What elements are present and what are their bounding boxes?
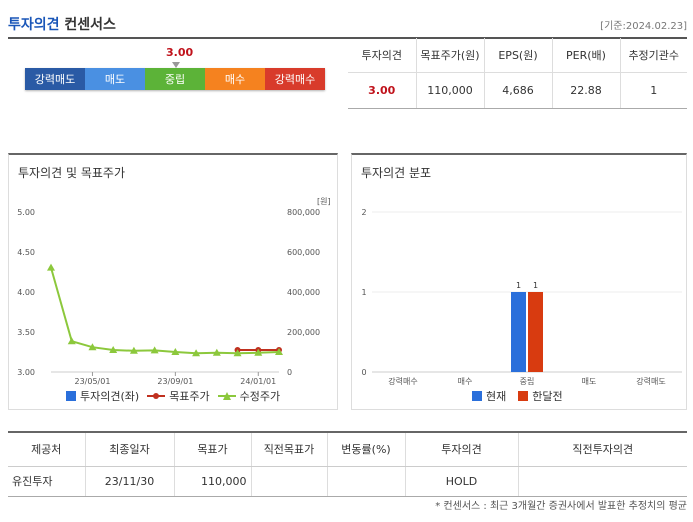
- legend-current: 현재: [486, 390, 507, 403]
- y-tick: 1: [361, 288, 366, 297]
- legend-target: 목표주가: [169, 390, 210, 403]
- data-point: [171, 348, 180, 355]
- series-line: [50, 267, 280, 355]
- summary-header: 추정기관수: [620, 38, 687, 73]
- data-point: [109, 346, 118, 353]
- data-point: [88, 343, 97, 351]
- data-point: [212, 348, 221, 356]
- scale-pointer-icon: [172, 62, 180, 68]
- data-point: [192, 349, 201, 357]
- scale-value: 3.00: [166, 46, 194, 59]
- legend-swatch-opinion: [66, 391, 76, 401]
- detail-table: 제공처 최종일자 목표가 직전목표가 변동률(%) 투자의견 직전투자의견 유진…: [8, 431, 687, 497]
- data-point: [150, 346, 159, 354]
- legend-opinion: 투자의견(좌): [80, 390, 140, 403]
- detail-header: 직전투자의견: [518, 432, 687, 467]
- cell-provider: 유진투자: [8, 466, 86, 497]
- bar-label: 1: [533, 281, 538, 290]
- opinion-scale: 강력매도 매도 중립 매수 강력매수: [25, 68, 325, 90]
- detail-header: 목표가: [174, 432, 252, 467]
- chart2-legend: 현재 한달전: [472, 388, 563, 404]
- reference-date: [기준:2024.02.23]: [600, 21, 687, 32]
- x-tick-label: 24/01/01: [240, 377, 276, 386]
- legend-swatch-price: [217, 392, 236, 400]
- data-point: [233, 349, 242, 357]
- summary-header: PER(배): [552, 38, 621, 73]
- opinion-target-chart: 5.00 4.50 4.00 3.50 3.00 800,000 600,000 400,00…: [17, 197, 331, 386]
- data-point: [254, 348, 263, 356]
- y-tick-right: 0: [287, 368, 292, 377]
- legend-swatch-current: [472, 391, 482, 401]
- divider: [8, 37, 687, 39]
- summary-value-per: 22.88: [552, 72, 621, 109]
- footnote: * 컨센서스 : 최근 3개월간 증권사에서 발표한 추정치의 평균: [435, 501, 687, 512]
- bar: [511, 292, 526, 372]
- opinion-distribution-chart: 2 1 0 강력매수 매수 중립 1 1 매도 강력매도: [361, 208, 682, 386]
- summary-table: 투자의견 목표주가(원) EPS(원) PER(배) 추정기관수 3.00 11…: [348, 38, 687, 109]
- x-tick-label: 23/05/01: [74, 377, 110, 386]
- cell-change: [327, 466, 406, 497]
- y-tick-right: 400,000: [287, 288, 320, 297]
- summary-value-target: 110,000: [416, 72, 485, 109]
- bar-label: 1: [516, 281, 521, 290]
- y-tick: 2: [361, 208, 366, 217]
- scale-strong-sell: 강력매도: [25, 68, 85, 90]
- summary-header: 목표주가(원): [416, 38, 485, 73]
- y-tick-left: 4.50: [17, 248, 35, 257]
- x-tick-label: 매도: [582, 377, 597, 386]
- x-tick-label: 강력매수: [388, 376, 417, 386]
- y-tick-left: 3.00: [17, 368, 35, 377]
- y-tick-right: 800,000: [287, 208, 320, 217]
- summary-header: 투자의견: [348, 38, 417, 73]
- x-tick-label: 강력매도: [636, 376, 665, 386]
- legend-price: 수정주가: [239, 390, 281, 403]
- chart1-legend: 투자의견(좌) 목표주가 수정주가: [66, 388, 280, 404]
- opinion-target-panel: 투자의견 및 목표주가 5.00 4.50 4.00 3.50 3.00 800,000 6…: [8, 153, 338, 410]
- summary-value-opinion: 3.00: [348, 72, 417, 109]
- panel-title: 투자의견 분포: [361, 166, 432, 180]
- data-point: [129, 346, 138, 354]
- y-tick-left: 4.00: [17, 288, 35, 297]
- x-tick-label: 매수: [458, 377, 473, 386]
- cell-prev-opinion: [518, 466, 687, 497]
- y-unit-right: [원]: [317, 197, 331, 206]
- detail-header: 변동률(%): [327, 432, 406, 467]
- cell-target: 110,000: [174, 466, 252, 497]
- data-point: [275, 348, 283, 355]
- panel-title: 투자의견 및 목표주가: [18, 166, 125, 180]
- table-row: 유진투자 23/11/30 110,000 HOLD: [8, 466, 687, 497]
- page-title: 투자의견 컨센서스: [8, 14, 116, 34]
- detail-header: 투자의견: [405, 432, 519, 467]
- data-point: [67, 337, 76, 345]
- title-main: 투자의견: [8, 17, 60, 33]
- detail-header: 제공처: [8, 432, 86, 467]
- summary-header: EPS(원): [484, 38, 553, 73]
- legend-month-ago: 한달전: [532, 390, 563, 403]
- x-tick-label: 23/09/01: [157, 377, 193, 386]
- detail-header: 최종일자: [85, 432, 175, 467]
- data-point: [47, 263, 55, 271]
- scale-buy: 매수: [205, 68, 265, 90]
- scale-sell: 매도: [85, 68, 145, 90]
- bar: [528, 292, 543, 372]
- y-tick-left: 3.50: [17, 328, 35, 337]
- title-sub: 컨센서스: [64, 17, 116, 33]
- y-tick-left: 5.00: [17, 208, 35, 217]
- scale-hold: 중립: [145, 68, 205, 90]
- y-tick-right: 200,000: [287, 328, 320, 337]
- cell-opinion: HOLD: [405, 466, 519, 497]
- opinion-distribution-panel: 투자의견 분포 2 1 0 강력매수 매수 중립 1 1 매도 강력매도 현재 한달전: [351, 153, 687, 410]
- summary-value-count: 1: [620, 72, 687, 109]
- y-tick-right: 600,000: [287, 248, 320, 257]
- legend-swatch-month-ago: [518, 391, 529, 401]
- scale-strong-buy: 강력매수: [265, 68, 325, 90]
- detail-header: 직전목표가: [251, 432, 328, 467]
- cell-prev-target: [251, 466, 328, 497]
- y-tick: 0: [361, 368, 366, 377]
- x-tick-label: 중립: [520, 377, 535, 386]
- legend-swatch-target: [147, 393, 166, 399]
- cell-date: 23/11/30: [85, 466, 175, 497]
- summary-value-eps: 4,686: [484, 72, 553, 109]
